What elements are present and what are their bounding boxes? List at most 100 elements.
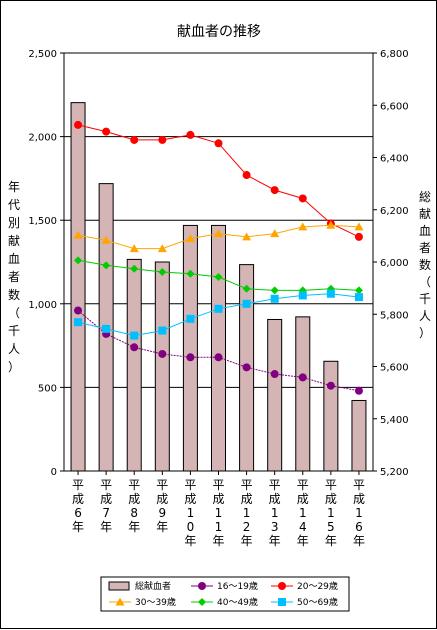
data-point: [198, 598, 206, 606]
tick-label: 成: [297, 492, 309, 506]
data-point: [354, 293, 363, 302]
tick-label: 平: [184, 478, 196, 492]
y-axis-right-label-char: （: [419, 275, 431, 289]
data-point: [186, 130, 195, 139]
legend-item: 総献血者: [108, 580, 171, 592]
data-point: [242, 171, 251, 180]
y-axis-left-label-char: 別: [8, 216, 20, 230]
tick-label: 平: [325, 478, 337, 492]
legend-label: 40～49歳: [217, 596, 258, 608]
tick-label: 2: [243, 520, 251, 534]
legend-label: 50～69歳: [297, 596, 338, 608]
data-point: [102, 261, 111, 270]
y-axis-right-label-char: 数: [419, 257, 431, 272]
data-point: [242, 232, 252, 241]
tick-label: 1: [215, 506, 223, 520]
y-axis-right-label-char: ）: [419, 326, 431, 340]
y-axis-right-ticks: 5,200 5,400 5,600 5,800 6,000 6,200 6,400 6,600…: [373, 49, 409, 478]
tick-label: 平: [353, 478, 365, 492]
tick-label: 5,200: [380, 467, 409, 478]
tick-label: 平: [72, 478, 84, 492]
data-point: [158, 349, 167, 358]
legend-item: 20～29歳: [271, 580, 338, 592]
legend-label: 20～29歳: [297, 580, 338, 592]
data-point: [278, 598, 286, 606]
data-point: [270, 186, 279, 195]
series-line: [74, 256, 363, 295]
legend-item: 50～69歳: [271, 596, 338, 608]
tick-label: 1: [299, 506, 307, 520]
legend-label: 16～19歳: [217, 580, 258, 592]
y-axis-left-label-char: 年: [8, 180, 20, 194]
y-axis-right-label-char: 者: [419, 241, 431, 255]
data-point: [354, 286, 363, 295]
y-axis-left-label-char: 千: [8, 324, 20, 338]
tick-label: 成: [72, 492, 84, 506]
data-point: [270, 286, 279, 295]
tick-label: 年: [325, 534, 337, 548]
data-point: [242, 299, 251, 308]
data-point: [298, 194, 307, 203]
data-point: [185, 234, 195, 243]
data-point: [73, 230, 83, 239]
y-axis-right-label-char: 総: [419, 190, 431, 204]
line-series: [73, 120, 364, 395]
tick-label: 1,000: [28, 300, 57, 311]
tick-label: 5: [327, 520, 335, 534]
tick-label: 成: [156, 492, 168, 506]
tick-label: 5,600: [380, 363, 409, 374]
tick-label: 6: [74, 506, 82, 520]
tick-label: 成: [325, 492, 337, 506]
bar: [351, 399, 367, 472]
tick-label: 6: [355, 520, 363, 534]
data-point: [242, 284, 251, 293]
tick-label: 成: [241, 492, 253, 506]
tick-label: 年: [241, 534, 253, 548]
data-point: [157, 244, 167, 253]
tick-label: 成: [269, 492, 281, 506]
data-point: [326, 220, 336, 229]
y-axis-left-ticks: 0 500 1,000 1,500 2,000 2,500: [28, 49, 64, 478]
bar: [126, 258, 142, 472]
tick-label: 5,800: [380, 310, 409, 321]
legend-item: 30～39歳: [109, 596, 176, 608]
y-axis-right-label-char: 千: [419, 292, 431, 306]
y-axis-left-label-char: 血: [8, 252, 20, 266]
data-point: [326, 381, 335, 390]
legend-box: [100, 576, 350, 612]
data-point: [158, 268, 167, 277]
data-point: [102, 127, 111, 136]
tick-label: 年: [184, 534, 196, 548]
tick-label: 平: [212, 478, 224, 492]
tick-label: 1: [271, 506, 279, 520]
data-point: [298, 291, 307, 300]
tick-label: 年: [212, 534, 224, 548]
tick-label: 年: [72, 520, 84, 534]
tick-label: 平: [128, 478, 140, 492]
data-point: [130, 135, 139, 144]
tick-label: 年: [353, 534, 365, 548]
data-point: [130, 264, 139, 273]
tick-label: 6,000: [380, 258, 409, 269]
tick-label: 0: [51, 467, 57, 478]
data-point: [270, 294, 279, 303]
series-path: [77, 310, 360, 392]
tick-label: 成: [184, 492, 196, 506]
tick-label: 成: [212, 492, 224, 506]
bar: [295, 316, 311, 472]
data-point: [129, 244, 139, 253]
series-line: [74, 289, 363, 340]
tick-label: 成: [128, 492, 140, 506]
tick-label: 成: [100, 492, 112, 506]
tick-label: 年: [297, 534, 309, 548]
data-point: [278, 582, 286, 590]
data-point: [186, 314, 195, 323]
tick-label: 1: [243, 506, 251, 520]
y-axis-left-label-char: 者: [8, 270, 20, 284]
tick-label: 0: [187, 520, 195, 534]
legend-swatch: [108, 581, 130, 591]
data-point: [298, 373, 307, 382]
tick-label: 成: [353, 492, 365, 506]
